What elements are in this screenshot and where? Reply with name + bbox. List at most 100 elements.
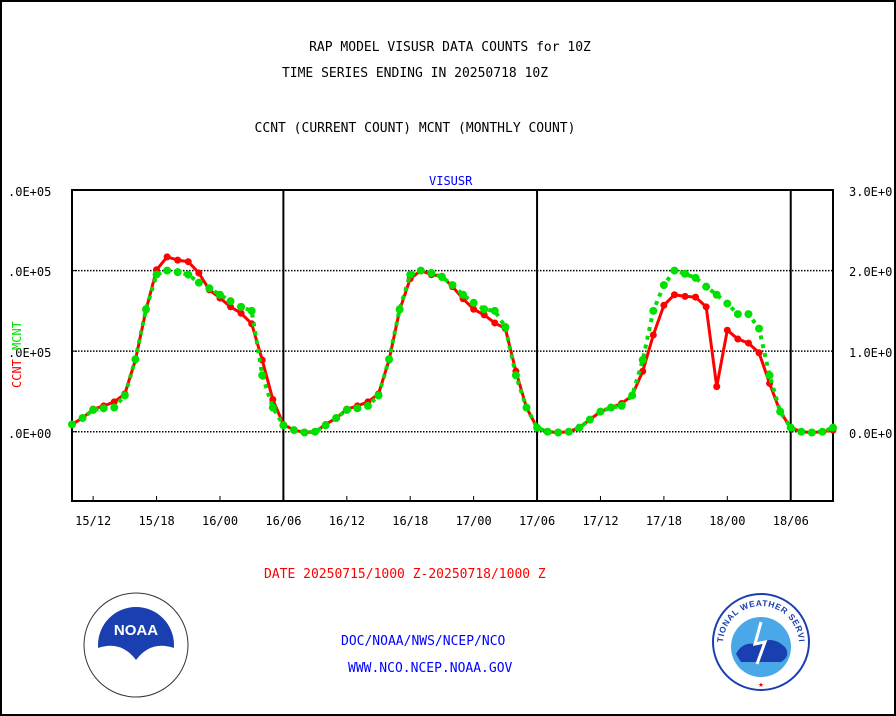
point-ccnt <box>491 319 499 327</box>
point-mcnt <box>237 302 246 311</box>
point-mcnt <box>68 420 76 429</box>
point-mcnt <box>300 428 309 437</box>
point-mcnt <box>733 310 742 319</box>
point-ccnt <box>681 292 689 300</box>
plot-frame <box>71 189 834 502</box>
point-mcnt <box>755 324 764 333</box>
point-mcnt <box>480 305 489 314</box>
plot-title: VISUSR <box>429 174 473 188</box>
point-mcnt <box>702 282 711 291</box>
point-ccnt <box>670 291 678 299</box>
xtick-label: 18/06 <box>772 514 809 528</box>
point-ccnt <box>237 309 245 317</box>
point-ccnt <box>660 301 668 309</box>
point-ccnt <box>734 335 742 343</box>
point-mcnt <box>659 281 668 290</box>
point-mcnt <box>554 428 563 437</box>
point-mcnt <box>829 423 837 432</box>
point-mcnt <box>628 391 637 400</box>
point-ccnt <box>110 398 118 406</box>
point-mcnt <box>543 427 552 436</box>
point-mcnt <box>332 414 341 423</box>
point-mcnt <box>353 404 362 413</box>
point-ccnt <box>723 326 731 334</box>
point-mcnt <box>617 401 626 410</box>
ytick-right-2: 2.0E+0 <box>849 265 893 279</box>
xtick-label: 17/12 <box>582 514 619 528</box>
point-mcnt <box>607 403 616 412</box>
point-mcnt <box>723 299 732 308</box>
point-mcnt <box>638 356 647 365</box>
point-mcnt <box>649 306 658 315</box>
point-mcnt <box>511 371 520 380</box>
point-ccnt <box>702 303 710 311</box>
point-mcnt <box>712 290 721 299</box>
xtick-label: 15/18 <box>138 514 175 528</box>
point-mcnt <box>459 290 468 299</box>
point-mcnt <box>501 322 510 331</box>
point-mcnt <box>533 423 542 432</box>
noaa-logo-text: NOAA <box>114 622 158 639</box>
point-mcnt <box>406 270 415 279</box>
point-mcnt <box>226 297 235 306</box>
point-ccnt <box>269 395 277 403</box>
point-mcnt <box>416 266 425 275</box>
ytick-right-1: 1.0E+0 <box>849 346 893 360</box>
point-mcnt <box>120 391 129 400</box>
ytick-left-0: .0E+00 <box>8 427 52 441</box>
point-mcnt <box>89 405 98 414</box>
point-mcnt <box>522 403 531 412</box>
point-mcnt <box>268 403 277 412</box>
url-link[interactable]: WWW.NCO.NCEP.NOAA.GOV <box>348 661 513 676</box>
chart-subtitle: CCNT (CURRENT COUNT) MCNT (MONTHLY COUNT… <box>254 121 576 136</box>
point-ccnt <box>195 269 203 277</box>
point-mcnt <box>807 428 816 437</box>
ytick-right-0: 0.0E+0 <box>849 427 893 441</box>
org-label: DOC/NOAA/NWS/NCEP/NCO <box>341 634 506 649</box>
point-mcnt <box>776 407 785 416</box>
ytick-left-1: .0E+05 <box>8 346 52 360</box>
point-mcnt <box>321 421 330 430</box>
point-mcnt <box>575 423 584 432</box>
point-ccnt <box>174 256 182 264</box>
date-range-label: DATE 20250715/1000 Z-20250718/1000 Z <box>264 567 546 582</box>
point-mcnt <box>194 278 203 287</box>
noaa-logo: NOAA <box>83 592 189 698</box>
point-mcnt <box>141 305 150 314</box>
noaa-bird-icon <box>98 645 174 686</box>
nws-star-icon: ★ <box>758 680 764 690</box>
xtick-label: 17/06 <box>519 514 556 528</box>
point-mcnt <box>585 415 594 424</box>
point-mcnt <box>818 427 827 436</box>
point-mcnt <box>427 268 436 277</box>
point-mcnt <box>99 404 108 413</box>
xtick-label: 17/18 <box>645 514 682 528</box>
point-mcnt <box>163 266 172 275</box>
point-ccnt <box>227 303 235 311</box>
point-mcnt <box>385 355 394 364</box>
point-mcnt <box>215 290 224 299</box>
point-ccnt <box>692 293 700 301</box>
xtick-label: 18/00 <box>709 514 746 528</box>
point-mcnt <box>152 270 161 279</box>
nws-logo: NATIONAL WEATHER SERVICE ★ <box>711 592 810 691</box>
point-mcnt <box>786 423 795 432</box>
point-mcnt <box>765 371 774 380</box>
point-mcnt <box>342 405 351 414</box>
point-mcnt <box>596 407 605 416</box>
point-ccnt <box>744 339 752 347</box>
xtick-label: 16/06 <box>265 514 302 528</box>
xtick-label: 17/00 <box>455 514 492 528</box>
point-mcnt <box>131 355 140 364</box>
point-mcnt <box>205 284 214 293</box>
title2-text: TIME SERIES ENDING IN 20250718 10Z <box>281 66 549 81</box>
ytick-left-2: .0E+05 <box>8 265 52 279</box>
point-mcnt <box>184 270 193 279</box>
point-mcnt <box>279 421 288 430</box>
xtick-label: 16/18 <box>392 514 429 528</box>
xtick-label: 15/12 <box>75 514 112 528</box>
point-ccnt <box>649 331 657 339</box>
point-mcnt <box>363 401 372 410</box>
